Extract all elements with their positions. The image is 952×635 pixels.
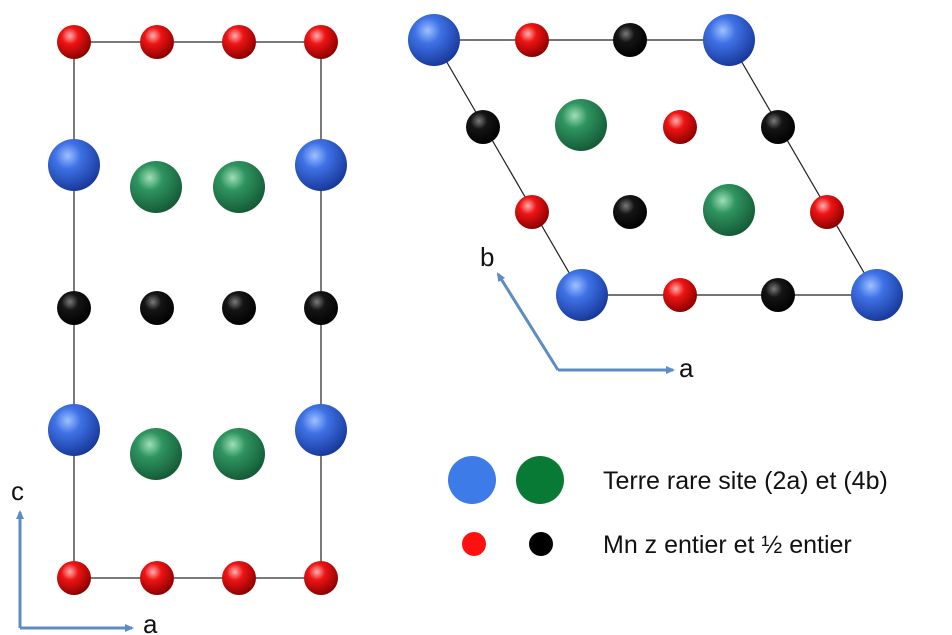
right-atoms	[408, 14, 903, 321]
mn-half-z-atom	[613, 195, 647, 229]
mn-half-z-atom	[57, 291, 91, 325]
rare-earth-2a-atom	[408, 14, 460, 66]
rare-earth-2a-atom	[48, 139, 100, 191]
rare-earth-2a-atom	[48, 404, 100, 456]
right-panel-cell-view: b a	[408, 14, 903, 383]
mn-half-z-atom	[613, 23, 647, 57]
c-axis-label: c	[11, 476, 24, 506]
legend: Terre rare site (2a) et (4b) Mn z entier…	[448, 456, 888, 559]
mn-integer-z-atom	[810, 195, 844, 229]
rare-earth-4b-atom	[130, 161, 182, 213]
mn-half-z-atom	[222, 291, 256, 325]
legend-rare-earth-label: Terre rare site (2a) et (4b)	[603, 467, 888, 495]
rare-earth-2a-atom	[295, 404, 347, 456]
left-unit-cell-outline	[73, 41, 322, 579]
mn-half-z-atom	[761, 278, 795, 312]
mn-integer-z-atom	[140, 25, 174, 59]
mn-integer-z-atom	[57, 561, 91, 595]
mn-integer-z-atom	[663, 110, 697, 144]
legend-mn-label: Mn z entier et ½ entier	[603, 531, 852, 559]
mn-integer-z-atom	[57, 25, 91, 59]
mn-integer-z-atom	[304, 25, 338, 59]
mn-integer-z-atom	[222, 561, 256, 595]
a-axis-label-right: a	[679, 353, 694, 383]
legend-rare-earth-4b-marker	[516, 456, 564, 504]
rare-earth-2a-atom	[703, 14, 755, 66]
mn-integer-z-atom	[515, 23, 549, 57]
rare-earth-4b-atom	[555, 99, 607, 151]
rare-earth-4b-atom	[130, 428, 182, 480]
mn-half-z-atom	[304, 291, 338, 325]
legend-mn-half-marker	[529, 532, 553, 556]
rare-earth-4b-atom	[213, 428, 265, 480]
left-axis-indicator: c a	[11, 476, 158, 635]
mn-half-z-atom	[140, 291, 174, 325]
left-atoms	[48, 25, 347, 595]
b-axis-arrow	[496, 272, 560, 371]
mn-integer-z-atom	[515, 195, 549, 229]
a-axis-label-left: a	[143, 609, 158, 635]
mn-half-z-atom	[466, 110, 500, 144]
legend-mn-integer-marker	[462, 532, 486, 556]
mn-half-z-atom	[761, 110, 795, 144]
right-unit-cell-outline	[432, 39, 879, 296]
mn-integer-z-atom	[663, 278, 697, 312]
mn-integer-z-atom	[222, 25, 256, 59]
rare-earth-2a-atom	[851, 269, 903, 321]
right-axis-indicator: b a	[480, 242, 694, 383]
left-panel-cell-view: c a	[11, 25, 347, 635]
rare-earth-2a-atom	[556, 269, 608, 321]
rare-earth-4b-atom	[213, 161, 265, 213]
mn-integer-z-atom	[140, 561, 174, 595]
rare-earth-4b-atom	[703, 184, 755, 236]
legend-rare-earth-2a-marker	[448, 456, 496, 504]
b-axis-label: b	[480, 242, 494, 272]
mn-integer-z-atom	[304, 561, 338, 595]
rare-earth-2a-atom	[295, 139, 347, 191]
